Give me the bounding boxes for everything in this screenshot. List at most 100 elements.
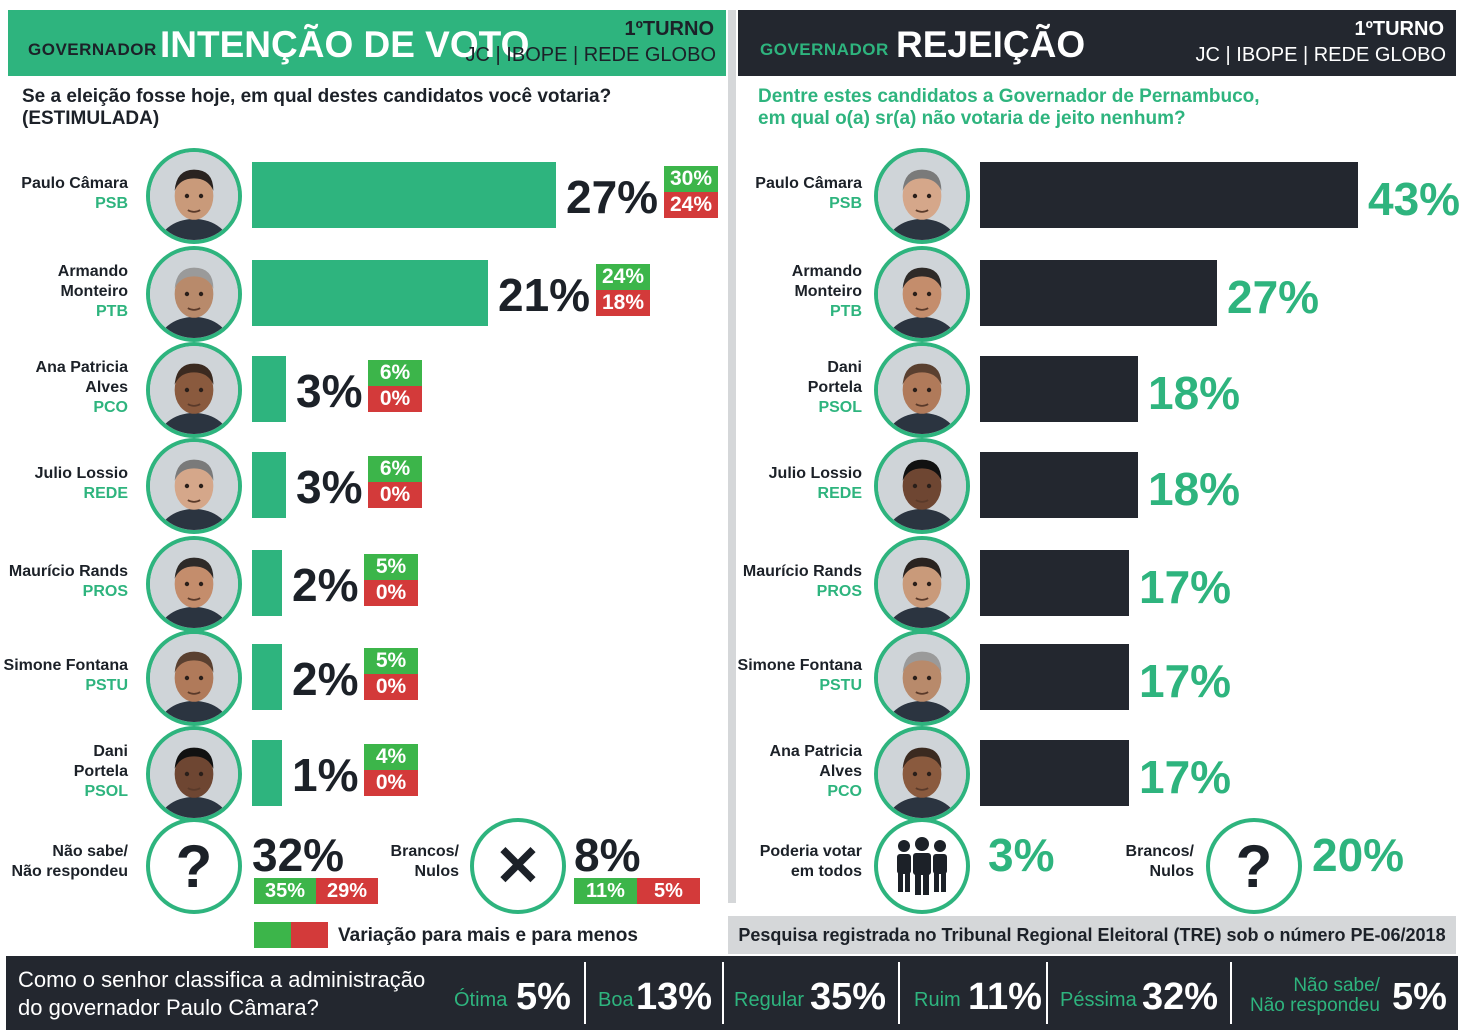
bar-value-label: 17% — [1139, 655, 1232, 707]
range-low: 29% — [316, 878, 378, 904]
range-low: 0% — [368, 482, 422, 508]
candidate-row: Armando Monteiro PTB 21% 24% 18% — [8, 246, 726, 342]
administration-rating-footer: Como o senhor classifica a administração… — [6, 956, 1458, 1030]
panel-title: REJEIÇÃO — [896, 24, 1086, 65]
candidate-name: Maurício Rands PROS — [743, 562, 862, 602]
candidate-party: PSOL — [84, 783, 128, 800]
portrait-svg — [150, 346, 238, 434]
candidate-row: Dani Portela PSOL 18% — [738, 342, 1456, 438]
candidate-name-line: Julio Lossio — [34, 465, 128, 482]
candidate-photo — [146, 438, 242, 534]
candidate-party: PSB — [95, 195, 128, 212]
portrait-svg — [878, 152, 966, 240]
rating-regular: Regular 35% — [734, 956, 894, 1030]
candidate-name: Paulo Câmara PSB — [21, 174, 128, 214]
candidate-party: PROS — [816, 583, 862, 600]
rating-label: Boa — [598, 989, 634, 1011]
candidate-name-line: Simone Fontana — [737, 657, 862, 674]
variation-range: 24% 18% — [596, 264, 650, 316]
range-high: 35% — [254, 878, 316, 904]
candidate-name: Ana Patricia Alves PCO — [36, 358, 128, 418]
could-vote-line: Poderia votar — [759, 843, 862, 860]
range-low: 0% — [364, 770, 418, 796]
portrait-svg — [878, 250, 966, 338]
candidate-name-line: Portela — [73, 763, 128, 780]
blank-label-line: Nulos — [1149, 863, 1194, 880]
bar — [980, 356, 1138, 422]
bar-value-label: 17% — [1139, 751, 1232, 803]
portrait-svg — [150, 250, 238, 338]
candidate-name: Maurício Rands PROS — [9, 562, 128, 602]
rating-separator — [584, 962, 586, 1024]
variation-range: 6% 0% — [368, 456, 422, 508]
rating-ruim: Ruim 11% — [914, 956, 1044, 1030]
bar — [980, 740, 1129, 806]
candidate-row: Maurício Rands PROS 17% — [738, 536, 1456, 632]
portrait-svg — [878, 634, 966, 722]
question-glyph: ? — [1235, 832, 1273, 900]
rating-label: Não sabe/ Não respondeu — [1250, 976, 1380, 1016]
candidate-row: Julio Lossio REDE 18% — [738, 438, 1456, 534]
candidate-party: REDE — [83, 485, 128, 502]
candidate-row: Julio Lossio REDE 3% 6% 0% — [8, 438, 726, 534]
bar-value-label: 43% — [1368, 173, 1461, 225]
bar — [252, 644, 282, 710]
range-low: 18% — [596, 290, 650, 316]
variation-range: 5% 0% — [364, 554, 418, 606]
candidate-row: Ana Patricia Alves PCO 17% — [738, 726, 1456, 822]
candidate-name: Paulo Câmara PSB — [755, 174, 862, 214]
range-high: 4% — [364, 744, 418, 770]
candidate-name-line: Monteiro — [794, 283, 862, 300]
rating-label-line: Não sabe/ — [1293, 975, 1380, 996]
portrait-svg — [878, 346, 966, 434]
blank-value: 8% — [574, 829, 641, 881]
rating-no-answer: Não sabe/ Não respondeu 5% — [1250, 956, 1456, 1030]
candidate-name-line: Ana Patricia — [769, 743, 862, 760]
candidate-party: PSB — [829, 195, 862, 212]
rating-separator — [898, 962, 900, 1024]
range-low: 24% — [664, 192, 718, 218]
legend-down-swatch — [291, 922, 328, 948]
candidate-name-line: Paulo Câmara — [21, 175, 128, 192]
candidate-party: REDE — [817, 485, 862, 502]
rating-label: Regular — [734, 989, 805, 1011]
range-high: 11% — [574, 878, 637, 904]
candidate-party: PSTU — [819, 677, 862, 694]
rating-value: 32% — [1142, 976, 1219, 1018]
portrait-svg — [150, 634, 238, 722]
candidate-photo — [874, 726, 970, 822]
candidate-photo — [146, 148, 242, 244]
candidate-party: PTB — [96, 303, 128, 320]
candidate-name-line: Alves — [819, 763, 862, 780]
rating-label: Ruim — [914, 989, 961, 1011]
range-low: 5% — [637, 878, 700, 904]
undecided-range: 35% 29% — [254, 878, 378, 904]
undecided-label: Não sabe/ Não respondeu — [12, 842, 128, 882]
rating-value: 5% — [1392, 976, 1447, 1018]
variation-range: 6% 0% — [368, 360, 422, 412]
candidate-row: Dani Portela PSOL 1% 4% 0% — [8, 726, 726, 822]
rating-label-line: Não respondeu — [1250, 995, 1380, 1016]
bar — [980, 550, 1129, 616]
candidate-name: Julio Lossio REDE — [35, 464, 128, 504]
portrait-svg — [878, 730, 966, 818]
x-glyph: ✕ — [494, 834, 542, 897]
bar-value-label: 17% — [1139, 561, 1232, 613]
rating-boa: Boa 13% — [598, 956, 714, 1030]
blank-value: 20% — [1312, 829, 1405, 881]
legend-up-swatch — [254, 922, 291, 948]
undecided-value: 32% — [252, 829, 345, 881]
blank-null-label: Brancos/ Nulos — [391, 842, 459, 882]
bar-value-label: 21% — [498, 269, 591, 321]
rating-separator — [722, 962, 724, 1024]
candidate-name: Simone Fontana PSTU — [738, 656, 862, 696]
bar-value-label: 3% — [296, 365, 363, 417]
bar-value-label: 18% — [1148, 463, 1241, 515]
candidate-photo — [874, 536, 970, 632]
rating-label: Péssima — [1060, 989, 1137, 1011]
question-icon: ? — [1206, 818, 1302, 914]
blank-label-line: Brancos/ — [390, 843, 459, 860]
candidate-party: PCO — [827, 783, 862, 800]
blank-range: 11% 5% — [574, 878, 700, 904]
candidate-row: Maurício Rands PROS 2% 5% 0% — [8, 536, 726, 632]
